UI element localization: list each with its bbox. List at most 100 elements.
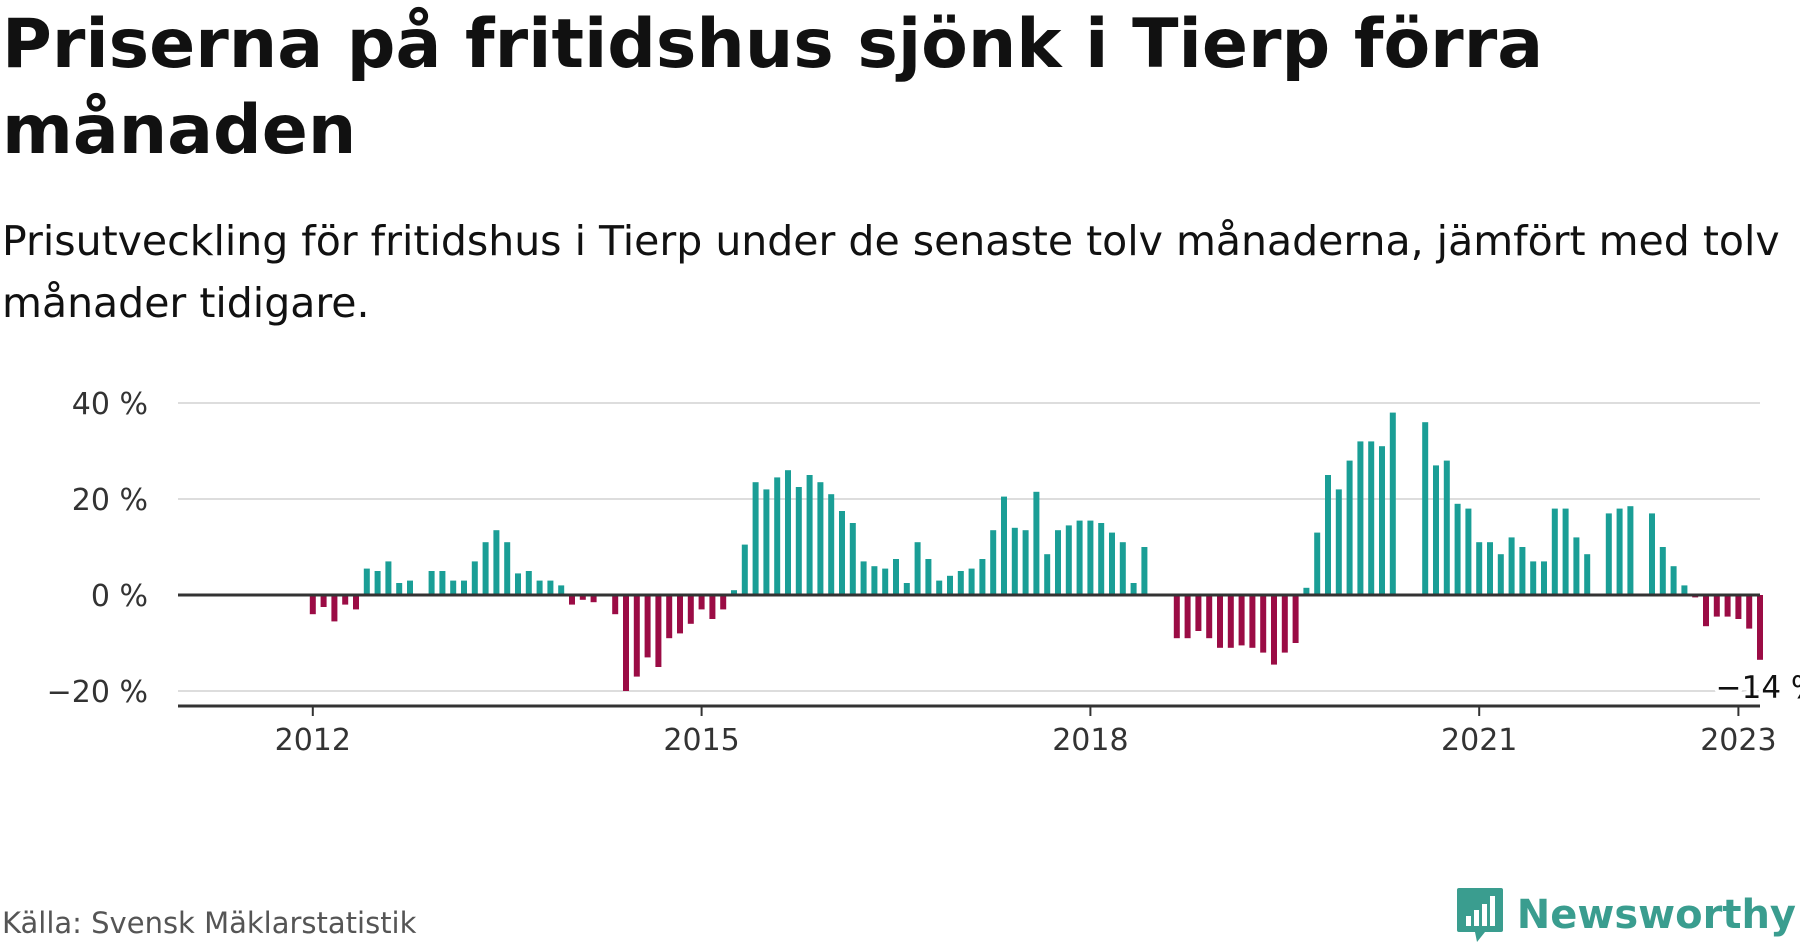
bar — [655, 595, 662, 667]
bar — [1130, 583, 1137, 595]
x-tick-label: 2018 — [1052, 723, 1128, 758]
bar — [461, 580, 467, 595]
bar — [623, 595, 629, 691]
bar — [396, 583, 403, 595]
bar — [1627, 506, 1634, 595]
bar — [1271, 595, 1277, 665]
bar — [1670, 566, 1677, 595]
bar — [536, 580, 543, 595]
bar — [1141, 547, 1148, 595]
bar — [806, 475, 813, 595]
bar — [1465, 508, 1472, 595]
bar — [1584, 554, 1591, 595]
bar — [1033, 491, 1040, 595]
end-label-halo: −14 % — [1716, 670, 1800, 706]
bar — [569, 595, 575, 605]
bar — [612, 595, 619, 615]
bar — [309, 595, 316, 615]
bar — [1551, 508, 1558, 595]
bar — [1476, 542, 1483, 595]
bar — [374, 571, 381, 595]
bar — [1508, 537, 1515, 595]
bar — [1173, 595, 1180, 639]
bar — [1541, 561, 1547, 595]
bar — [471, 561, 478, 595]
bar — [957, 571, 964, 595]
bar — [1055, 530, 1061, 595]
bar — [741, 544, 748, 595]
bar — [1022, 530, 1029, 595]
bar — [1562, 508, 1569, 595]
bar — [482, 542, 489, 595]
bar — [936, 580, 943, 595]
bar — [785, 470, 791, 595]
bar — [579, 595, 586, 600]
bar — [493, 530, 500, 595]
bar — [320, 595, 327, 607]
bar — [795, 487, 802, 595]
bar — [363, 568, 370, 595]
end-label: −14 %−14 % — [1712, 666, 1800, 710]
bar — [590, 595, 597, 603]
bar — [547, 580, 554, 595]
bar — [1011, 527, 1018, 595]
bar — [990, 530, 997, 595]
bar — [839, 511, 845, 595]
bar-chart-speech-bubble-icon — [1456, 888, 1503, 942]
bar — [1746, 595, 1753, 629]
bar — [968, 568, 975, 595]
bar — [903, 583, 910, 595]
bar — [1065, 525, 1072, 595]
bar — [1530, 561, 1537, 595]
x-tick-label: 2015 — [663, 723, 739, 758]
bar — [1422, 422, 1429, 595]
bar — [558, 585, 565, 595]
bar — [1260, 595, 1267, 653]
bar — [1389, 412, 1396, 595]
bar — [914, 542, 921, 595]
bar — [1227, 595, 1234, 648]
bar — [763, 489, 770, 595]
bar — [828, 494, 835, 595]
bar — [1433, 465, 1439, 595]
bar — [1497, 554, 1504, 595]
bar — [385, 561, 392, 595]
page-title: Priserna på fritidshus sjönk i Tierp för… — [2, 5, 1544, 170]
bar — [1649, 513, 1655, 595]
x-tick-label: 2012 — [275, 723, 351, 758]
price-change-bar-chart: 40 % 20 % 0 % −20 % 2012 2015 2018 2021 2023 −1… — [47, 387, 1800, 758]
bar — [1303, 587, 1310, 595]
y-tick-label: 0 % — [91, 579, 148, 614]
bar — [1379, 446, 1385, 595]
bar — [979, 559, 986, 595]
bar — [1703, 595, 1709, 627]
bar — [1724, 595, 1731, 617]
bar — [331, 595, 338, 622]
bar — [1368, 441, 1375, 595]
bar — [1217, 595, 1223, 648]
bar — [947, 575, 953, 595]
bar — [1098, 523, 1105, 595]
bar — [1487, 542, 1493, 595]
brand-logo: Newsworthy — [1455, 886, 1796, 944]
bar — [1044, 554, 1051, 595]
bar — [1314, 532, 1321, 595]
bar — [342, 595, 349, 605]
bar — [1519, 547, 1526, 595]
bar — [849, 523, 856, 595]
bar — [1281, 595, 1288, 653]
bar — [817, 482, 824, 595]
bar — [1119, 542, 1126, 595]
bar — [882, 568, 889, 595]
x-tick-label: 2021 — [1441, 723, 1517, 758]
brand-name: Newsworthy — [1516, 892, 1796, 938]
y-tick-label: 20 % — [72, 483, 148, 518]
bar — [1109, 532, 1115, 595]
bar — [525, 571, 532, 595]
gridlines — [178, 402, 1760, 692]
bar — [1206, 595, 1213, 639]
bar — [1335, 489, 1342, 595]
y-tick-label: −20 % — [47, 675, 148, 710]
y-axis-tick-labels: 40 % 20 % 0 % −20 % — [47, 387, 148, 710]
bar — [1325, 475, 1331, 595]
